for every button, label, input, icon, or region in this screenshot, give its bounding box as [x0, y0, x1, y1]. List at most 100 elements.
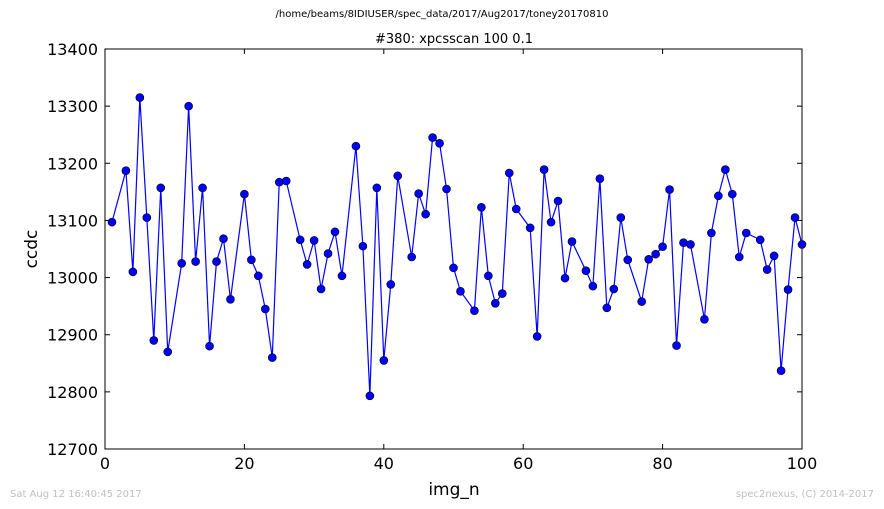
data-point — [226, 294, 235, 304]
x-tick-label: 100 — [787, 454, 818, 473]
data-point — [783, 285, 793, 294]
data-point — [365, 391, 375, 401]
data-point — [414, 189, 423, 198]
y-tick-label: 13100 — [47, 211, 98, 230]
x-tick-label: 80 — [652, 454, 672, 473]
data-point — [302, 260, 312, 269]
data-point — [714, 191, 723, 201]
data-point — [741, 228, 751, 238]
data-point — [407, 252, 416, 262]
data-point — [393, 171, 403, 181]
data-point — [672, 341, 681, 350]
data-point — [428, 133, 437, 142]
data-point — [163, 347, 173, 357]
data-point — [386, 280, 396, 289]
data-point — [247, 255, 256, 265]
y-tick-label: 12900 — [47, 326, 98, 345]
data-point — [316, 284, 326, 294]
data-point — [142, 213, 152, 222]
data-point — [149, 336, 159, 345]
data-point — [595, 174, 605, 184]
data-point — [184, 101, 193, 111]
data-point — [727, 189, 737, 199]
data-point — [358, 241, 368, 251]
data-point — [477, 202, 486, 212]
data-point — [721, 165, 730, 174]
x-tick-label: 40 — [374, 454, 394, 473]
data-point — [658, 242, 667, 252]
y-axis-label: ccdc — [22, 230, 42, 269]
x-tick-label: 0 — [100, 454, 110, 473]
data-point — [644, 254, 653, 264]
data-point — [128, 267, 138, 277]
data-point — [491, 298, 500, 308]
suptitle: /home/beams/8IDIUSER/spec_data/2017/Aug2… — [275, 9, 609, 20]
data-point — [121, 166, 131, 176]
axis-ticks — [104, 48, 803, 450]
data-point — [504, 168, 514, 178]
x-tick-label: 60 — [513, 454, 533, 473]
data-point — [797, 240, 807, 249]
x-tick-label: 20 — [234, 454, 254, 473]
data-point — [156, 183, 166, 193]
chart-title: #380: xpcsscan 100 0.1 — [375, 32, 533, 47]
data-point — [240, 189, 249, 199]
data-point — [295, 235, 305, 245]
data-point — [421, 209, 430, 219]
data-point — [281, 176, 291, 186]
data-point — [497, 289, 507, 298]
data-point — [616, 213, 626, 222]
footer-credit: spec2nexus, (C) 2014-2017 — [735, 489, 874, 500]
data-point — [553, 196, 563, 206]
data-point — [470, 306, 479, 316]
data-point — [581, 266, 591, 276]
data-point — [734, 252, 744, 262]
data-point — [602, 303, 612, 313]
data-point — [637, 297, 646, 306]
data-point — [330, 227, 340, 237]
data-point — [267, 353, 277, 362]
data-point — [198, 183, 207, 193]
data-point — [546, 217, 556, 227]
data-point — [560, 273, 570, 283]
data-point — [449, 263, 458, 273]
plot-area — [104, 48, 803, 450]
data-point — [665, 185, 674, 194]
y-tick-label: 13200 — [47, 154, 98, 173]
data-point — [309, 236, 319, 245]
data-point — [337, 271, 347, 281]
data-point — [755, 235, 765, 245]
data-point — [511, 204, 521, 214]
data-point — [435, 138, 444, 148]
data-point — [261, 304, 270, 314]
data-point — [379, 356, 389, 365]
data-point — [107, 217, 117, 227]
data-point — [525, 223, 535, 233]
data-point — [532, 332, 542, 341]
data-point — [351, 141, 361, 151]
data-point — [567, 237, 577, 246]
data-point — [762, 265, 772, 274]
y-tick-label: 13400 — [47, 40, 98, 59]
data-point — [205, 341, 214, 351]
data-point — [651, 249, 660, 259]
data-point — [707, 228, 716, 238]
y-tick-label: 12800 — [47, 383, 98, 402]
data-point — [790, 213, 800, 222]
data-point — [679, 238, 688, 248]
data-point — [442, 184, 451, 194]
data-point — [456, 286, 465, 296]
data-point — [769, 251, 779, 261]
data-point — [274, 177, 284, 187]
data-point — [323, 249, 333, 258]
data-point — [776, 366, 786, 376]
data-point — [623, 255, 633, 265]
x-tick-labels: 0 20 40 60 80 100 — [100, 454, 817, 473]
data-point — [219, 234, 228, 244]
data-point — [135, 93, 145, 102]
y-tick-label: 13300 — [47, 97, 98, 116]
data-point — [177, 258, 186, 268]
data-point — [539, 165, 549, 174]
series-points — [107, 93, 807, 401]
